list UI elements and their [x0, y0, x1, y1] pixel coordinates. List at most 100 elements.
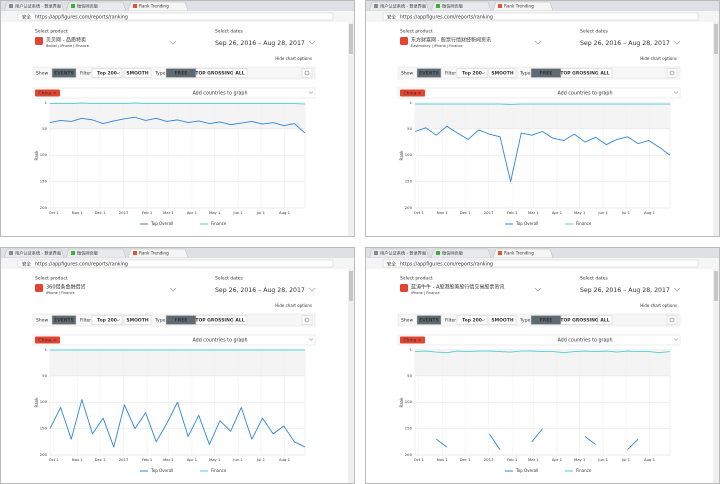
- country-field[interactable]: [397, 87, 681, 99]
- product-icon: [400, 284, 408, 292]
- address-field[interactable]: [17, 12, 334, 21]
- toggle-button[interactable]: [488, 68, 517, 78]
- x-tick-label: Nov 1: [72, 457, 84, 462]
- country-field[interactable]: [397, 334, 681, 346]
- refresh-button[interactable]: [666, 68, 678, 78]
- toggle-button-label: Top 200: [462, 71, 482, 77]
- country-chip-label: China ×: [403, 338, 421, 344]
- product-dropdown[interactable]: [534, 40, 542, 45]
- hide-chart-options[interactable]: Hide chart options: [640, 56, 677, 61]
- add-countries: Add countries to graph: [557, 338, 612, 344]
- toggle-button[interactable]: [91, 68, 123, 78]
- x-tick-label: Mar 1: [528, 210, 539, 215]
- country-field[interactable]: [32, 87, 316, 99]
- toggle-button[interactable]: [456, 315, 488, 325]
- toggle-button[interactable]: [232, 68, 248, 78]
- toggle-button[interactable]: [91, 315, 123, 325]
- legend-label[interactable]: Top Overall: [515, 221, 538, 226]
- tab-title: 用户认证系统 - 登录界面: [15, 250, 61, 257]
- toggle-button[interactable]: [456, 68, 488, 78]
- x-tick-label: Oct 1: [49, 210, 60, 215]
- address-field[interactable]: [382, 259, 699, 268]
- x-tick-label: Mar 1: [528, 457, 539, 462]
- legend-label[interactable]: Finance: [211, 468, 227, 473]
- toggle-button-label: EVENTS: [54, 71, 74, 77]
- toggle-button-label: Top 200: [462, 318, 482, 324]
- toggle-button-label: FREE: [175, 71, 188, 77]
- refresh-button[interactable]: [301, 68, 313, 78]
- y-tick-label: 50: [42, 126, 47, 131]
- legend-label[interactable]: Finance: [576, 468, 592, 473]
- refresh-button[interactable]: [301, 315, 313, 325]
- hide-chart-options[interactable]: Hide chart options: [275, 303, 312, 308]
- control-label: Filter: [445, 71, 456, 77]
- toggle-button-label: ALL: [600, 71, 609, 77]
- y-tick-label: 50: [407, 373, 412, 378]
- legend-label[interactable]: Finance: [576, 221, 592, 226]
- refresh-button[interactable]: [666, 315, 678, 325]
- scroll-thumb[interactable]: [714, 24, 718, 54]
- toggle-button[interactable]: [51, 315, 77, 325]
- x-tick-label: Nov 1: [437, 210, 449, 215]
- country-dropdown[interactable]: [308, 338, 314, 341]
- dates-dropdown[interactable]: [673, 287, 681, 292]
- product-dropdown[interactable]: [534, 287, 542, 292]
- toggle-button-label: EVENTS: [419, 71, 439, 77]
- x-tick-label: Jun 1: [597, 210, 608, 215]
- dates-dropdown[interactable]: [308, 287, 316, 292]
- toggle-button[interactable]: [416, 315, 442, 325]
- toggle-button-label: SMOOTH: [126, 318, 148, 324]
- legend-label[interactable]: Top Overall: [515, 468, 538, 473]
- y-tick-label: 1: [45, 100, 48, 105]
- secure-label: 安全: [22, 260, 31, 267]
- x-tick-label: Jun 1: [597, 457, 608, 462]
- dates-label: Select dates: [215, 29, 243, 35]
- country-dropdown[interactable]: [673, 91, 679, 94]
- toggle-button[interactable]: [597, 68, 613, 78]
- hide-chart-options[interactable]: Hide chart options: [275, 56, 312, 61]
- filter-caret: [480, 71, 486, 75]
- tab-title: 微信网页版: [77, 250, 99, 257]
- country-chip[interactable]: [400, 336, 425, 344]
- toggle-button[interactable]: [416, 68, 442, 78]
- toggle-button[interactable]: [488, 315, 517, 325]
- product-icon: [35, 284, 43, 292]
- address-field[interactable]: [382, 12, 699, 21]
- toggle-button-label: EVENTS: [419, 318, 439, 324]
- address-field[interactable]: [17, 259, 334, 268]
- country-dropdown[interactable]: [673, 338, 679, 341]
- scroll-thumb[interactable]: [349, 24, 353, 54]
- refresh-icon: [669, 70, 675, 76]
- toggle-button-label: SMOOTH: [126, 71, 148, 77]
- y-tick-label: 200: [40, 452, 48, 457]
- country-chip[interactable]: [35, 336, 60, 344]
- toggle-button[interactable]: [123, 68, 152, 78]
- legend-label[interactable]: Finance: [211, 221, 227, 226]
- country-chip[interactable]: [400, 89, 425, 97]
- country-field[interactable]: [32, 334, 316, 346]
- tab-icon: [498, 251, 502, 255]
- toggle-button[interactable]: [123, 315, 152, 325]
- scroll-thumb[interactable]: [349, 271, 353, 301]
- dates-dropdown[interactable]: [673, 40, 681, 45]
- x-tick-label: 2017: [119, 457, 129, 462]
- secure-label: 安全: [22, 13, 31, 20]
- product-dropdown[interactable]: [169, 287, 177, 292]
- scroll-thumb[interactable]: [714, 271, 718, 301]
- control-label: Type: [519, 71, 531, 77]
- toggle-button[interactable]: [597, 315, 613, 325]
- legend-label[interactable]: Top Overall: [150, 221, 173, 226]
- hide-chart-options[interactable]: Hide chart options: [640, 303, 677, 308]
- tab-title: Rank Trending: [504, 4, 534, 9]
- country-dropdown[interactable]: [308, 91, 314, 94]
- toggle-button[interactable]: [232, 315, 248, 325]
- toggle-button[interactable]: [51, 68, 77, 78]
- x-tick-label: Apr 1: [187, 457, 198, 462]
- refresh-icon: [304, 317, 310, 323]
- legend-label[interactable]: Top Overall: [150, 468, 173, 473]
- country-chip[interactable]: [35, 89, 60, 97]
- toggle-button-label: SMOOTH: [491, 318, 513, 324]
- dates-dropdown[interactable]: [308, 40, 316, 45]
- product-dropdown[interactable]: [169, 40, 177, 45]
- x-tick-label: May 1: [209, 210, 221, 215]
